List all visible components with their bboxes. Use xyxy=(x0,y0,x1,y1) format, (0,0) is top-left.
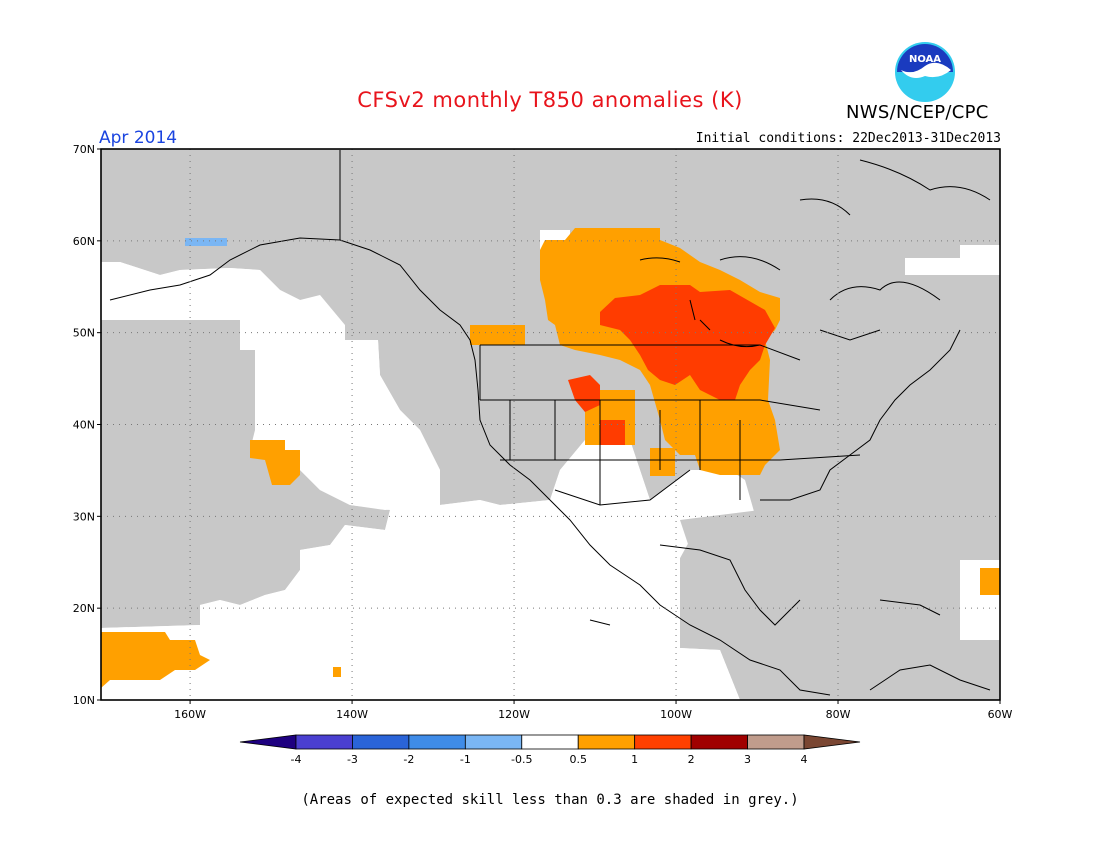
latitude-labels: 10N 20N 30N 40N 50N 60N 70N xyxy=(73,143,101,707)
noaa-logo: NOAA xyxy=(893,40,957,104)
lon-label: 160W xyxy=(174,708,206,721)
lat-label: 40N xyxy=(73,419,95,432)
initial-conditions: Initial conditions: 22Dec2013-31Dec2013 xyxy=(695,131,1001,146)
color-legend: -4 -3 -2 -1 -0.5 0.5 1 2 3 4 xyxy=(239,734,861,766)
legend-swatch xyxy=(690,734,748,750)
legend-swatch xyxy=(634,734,692,750)
legend-swatch xyxy=(577,734,636,750)
lon-label: 80W xyxy=(826,708,851,721)
skill-note: (Areas of expected skill less than 0.3 a… xyxy=(301,792,799,808)
legend-swatch xyxy=(747,734,805,750)
legend-swatch xyxy=(295,734,353,750)
lon-label: 60W xyxy=(988,708,1013,721)
lat-label: 50N xyxy=(73,327,95,340)
lon-label: 120W xyxy=(498,708,530,721)
lon-label: 140W xyxy=(336,708,368,721)
legend-swatch xyxy=(521,734,579,750)
lat-label: 70N xyxy=(73,143,95,156)
coastlines xyxy=(109,150,991,696)
legend-label: -4 xyxy=(291,753,302,766)
lat-label: 30N xyxy=(73,510,95,523)
lat-label: 20N xyxy=(73,602,95,615)
legend-swatch xyxy=(464,734,523,750)
forecast-period: Apr 2014 xyxy=(99,128,178,148)
legend-label: 2 xyxy=(688,753,695,766)
legend-label: 1 xyxy=(631,753,638,766)
logo-text: NOAA xyxy=(909,54,941,65)
legend-label: -2 xyxy=(403,753,414,766)
legend-label: 3 xyxy=(744,753,751,766)
legend-label: 4 xyxy=(801,753,808,766)
legend-label: -1 xyxy=(460,753,471,766)
anomaly-negative-patch xyxy=(185,238,227,246)
legend-label: -3 xyxy=(347,753,358,766)
legend-swatch xyxy=(408,734,466,750)
agency-label: NWS/NCEP/CPC xyxy=(846,102,989,123)
legend-label: -0.5 xyxy=(511,753,532,766)
longitude-labels: 160W 140W 120W 100W 80W 60W xyxy=(174,700,1013,721)
lat-label: 60N xyxy=(73,235,95,248)
legend-swatch-max xyxy=(803,734,861,750)
legend-label: 0.5 xyxy=(569,753,587,766)
chart-title: CFSv2 monthly T850 anomalies (K) xyxy=(357,88,743,112)
legend-swatch xyxy=(352,734,410,750)
low-skill-shading xyxy=(101,149,1000,700)
anomaly-1-2 xyxy=(568,285,775,445)
lat-label: 10N xyxy=(73,694,95,707)
legend-swatch-min xyxy=(239,734,297,750)
lon-label: 100W xyxy=(660,708,692,721)
